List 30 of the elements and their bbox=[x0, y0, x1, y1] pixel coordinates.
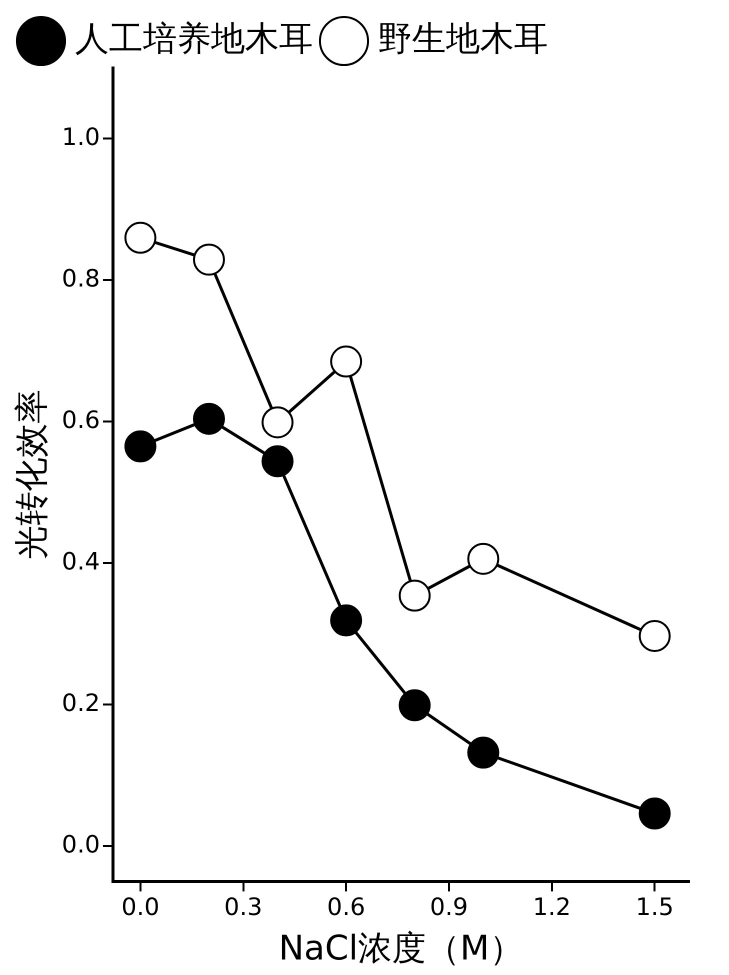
point bbox=[262, 406, 294, 438]
point bbox=[467, 542, 500, 575]
point bbox=[192, 244, 225, 276]
point bbox=[330, 604, 362, 636]
x-tick-label: 1.5 bbox=[636, 893, 674, 922]
point bbox=[124, 222, 156, 254]
point bbox=[124, 430, 156, 462]
x-tick-label: 0.0 bbox=[121, 893, 160, 922]
x-tick-label: 1.2 bbox=[532, 893, 571, 922]
y-tick-label: 0.8 bbox=[62, 264, 100, 292]
x-axis-title: NaCl浓度（M） bbox=[278, 928, 524, 968]
y-tick-label: 0.6 bbox=[62, 406, 100, 434]
point bbox=[638, 798, 671, 830]
point bbox=[398, 689, 431, 722]
point bbox=[398, 580, 431, 612]
legend-label: 人工培养地木耳 bbox=[75, 18, 313, 59]
x-tick-label: 0.3 bbox=[224, 893, 262, 922]
point bbox=[262, 445, 294, 478]
y-tick-label: 0.2 bbox=[62, 688, 100, 717]
x-tick-label: 0.6 bbox=[327, 893, 366, 922]
y-tick-label: 0.4 bbox=[62, 547, 100, 576]
y-tick-label: 0.0 bbox=[62, 830, 100, 858]
point bbox=[638, 620, 671, 652]
point bbox=[192, 402, 225, 435]
point bbox=[467, 736, 500, 769]
point bbox=[330, 346, 362, 378]
y-axis-title: 光转化效率 bbox=[12, 390, 52, 560]
x-tick-label: 0.9 bbox=[430, 893, 468, 922]
y-tick-label: 1.0 bbox=[62, 122, 100, 151]
legend-label: 野生地木耳 bbox=[378, 18, 548, 59]
